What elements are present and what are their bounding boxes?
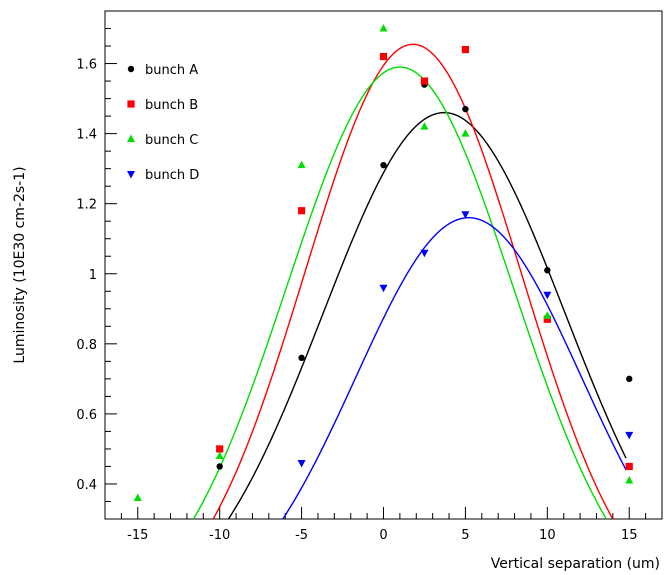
data-point-bunch-C <box>420 122 429 130</box>
data-markers <box>133 24 634 501</box>
data-point-bunch-B <box>379 52 388 61</box>
fit-curve-bunch-D <box>281 217 627 519</box>
data-point-bunch-B <box>625 462 633 471</box>
fit-curve-bunch-C <box>192 66 608 519</box>
data-point-bunch-A <box>216 463 223 470</box>
y-axis-title: Luminosity (10E30 cm-2s-1) <box>12 166 28 363</box>
data-point-bunch-D <box>297 459 306 468</box>
legend-label: bunch B <box>145 98 198 113</box>
fit-curve-bunch-B <box>212 43 614 519</box>
y-tick-label: 1.6 <box>76 58 97 73</box>
x-axis-title: Vertical separation (um) <box>491 556 660 572</box>
y-tick-label: 1 <box>89 268 97 283</box>
data-point-bunch-C <box>625 475 634 484</box>
data-point-bunch-C <box>215 451 224 459</box>
data-point-bunch-A <box>380 161 387 169</box>
data-point-bunch-C <box>297 160 306 169</box>
x-tick-label: -10 <box>209 528 230 543</box>
data-point-bunch-B <box>543 315 551 323</box>
data-point-bunch-B <box>420 77 429 85</box>
x-tick-label: -5 <box>295 528 308 543</box>
fit-curve-bunch-A <box>227 111 627 519</box>
y-tick-label: 1.2 <box>76 198 97 213</box>
data-point-bunch-A <box>298 354 305 362</box>
x-tick-label: 10 <box>539 528 556 543</box>
data-point-bunch-D <box>461 211 470 219</box>
data-point-bunch-D <box>420 249 429 258</box>
legend: bunch A bunch B bunch C bunch D <box>127 63 199 183</box>
y-tick-label: 0.8 <box>76 338 97 353</box>
legend-label: bunch A <box>145 63 198 78</box>
data-point-bunch-D <box>625 431 634 440</box>
y-tick-label: 1.4 <box>76 128 97 143</box>
data-point-bunch-B <box>216 445 224 453</box>
x-tick-label: 5 <box>461 528 469 543</box>
x-tick-label: 0 <box>379 528 387 543</box>
y-tick-label: 0.4 <box>76 478 97 493</box>
legend-label: bunch D <box>145 168 199 183</box>
data-point-bunch-C <box>379 24 388 32</box>
x-tick-label: -15 <box>127 528 148 543</box>
data-point-bunch-A <box>462 105 469 113</box>
data-point-bunch-C <box>461 129 470 137</box>
legend-marker <box>127 100 135 108</box>
data-point-bunch-C <box>133 493 142 501</box>
data-point-bunch-B <box>461 45 470 54</box>
data-point-bunch-C <box>543 311 552 319</box>
legend-marker <box>127 134 135 142</box>
data-point-bunch-D <box>543 291 552 300</box>
data-point-bunch-A <box>544 267 551 274</box>
legend-label: bunch C <box>145 133 198 148</box>
legend-marker <box>127 171 135 179</box>
data-point-bunch-A <box>626 375 633 383</box>
legend-marker <box>127 65 135 73</box>
data-point-bunch-B <box>297 207 306 215</box>
x-tick-label: 15 <box>621 528 638 543</box>
y-tick-label: 0.6 <box>76 408 97 423</box>
fit-curves <box>192 43 627 519</box>
axis-ticks: -15 -10 -5 0 5 10 15 0.4 0.6 0.8 1 1.2 1.4 1.6 <box>76 10 647 543</box>
data-point-bunch-D <box>379 284 388 293</box>
